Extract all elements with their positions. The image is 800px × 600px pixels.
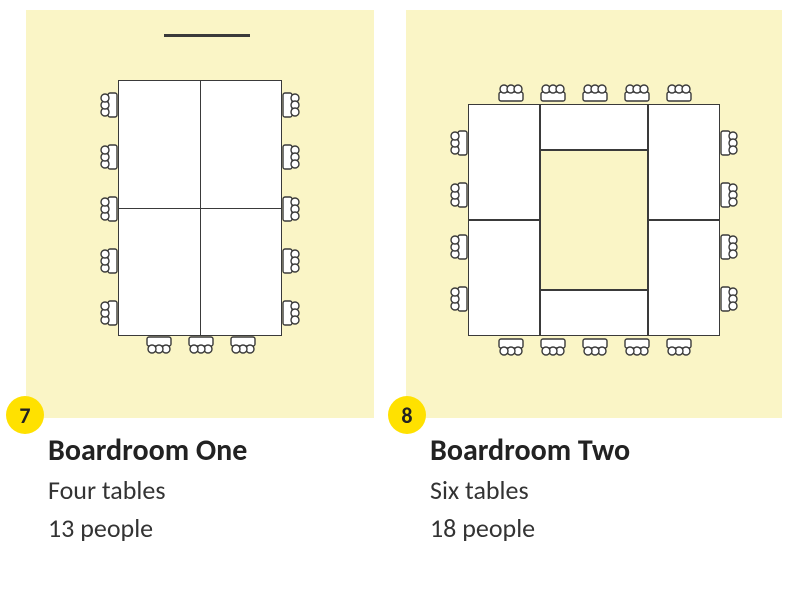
table-segment	[468, 220, 540, 336]
badge-8-text: 8	[401, 402, 412, 429]
line-people-8: 18 people	[430, 512, 535, 544]
title-boardroom-two: Boardroom Two	[430, 432, 630, 469]
title-boardroom-one: Boardroom One	[48, 432, 247, 469]
chair-icon	[624, 84, 650, 102]
chair-icon	[720, 234, 738, 260]
chair-icon	[498, 84, 524, 102]
chair-icon	[498, 338, 524, 356]
chair-icon	[450, 182, 468, 208]
table-segment	[648, 104, 720, 220]
line-people-7: 13 people	[48, 512, 153, 544]
table-segment	[468, 104, 540, 220]
chair-icon	[720, 286, 738, 312]
chair-icon	[450, 130, 468, 156]
line-tables-7: Four tables	[48, 474, 165, 506]
inner-hole	[540, 150, 648, 290]
chair-icon	[720, 182, 738, 208]
table-segment	[540, 104, 648, 150]
badge-8: 8	[388, 396, 426, 434]
line-tables-8: Six tables	[430, 474, 529, 506]
chair-icon	[582, 84, 608, 102]
chair-icon	[720, 130, 738, 156]
chair-icon	[540, 84, 566, 102]
chair-icon	[450, 286, 468, 312]
chair-icon	[666, 84, 692, 102]
chair-icon	[540, 338, 566, 356]
diagram-boardroom-two	[0, 0, 800, 420]
chair-icon	[624, 338, 650, 356]
chair-icon	[450, 234, 468, 260]
chair-icon	[582, 338, 608, 356]
chair-icon	[666, 338, 692, 356]
table-segment	[648, 220, 720, 336]
table-segment	[540, 290, 648, 336]
